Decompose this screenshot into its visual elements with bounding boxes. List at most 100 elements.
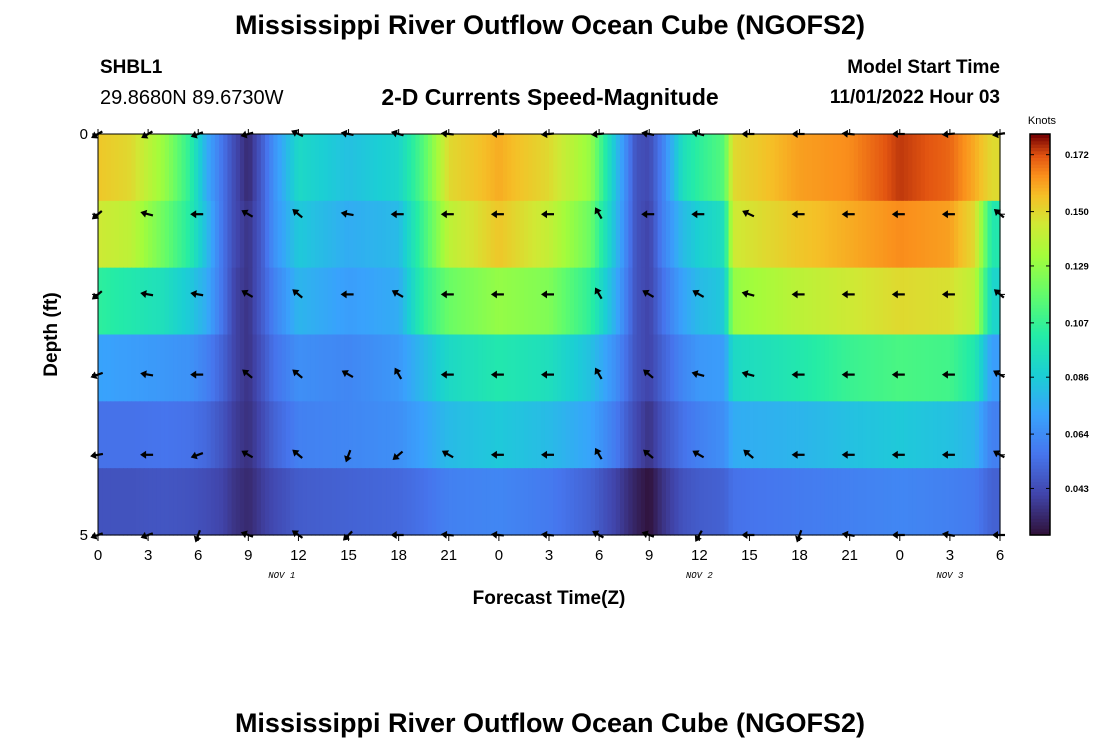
heatmap-cell — [937, 468, 943, 536]
heatmap-cell — [544, 267, 550, 336]
colorbar-segment — [1030, 418, 1050, 422]
current-vector-arrow — [140, 209, 154, 218]
colorbar-segment — [1030, 424, 1050, 429]
heatmap-cell — [294, 468, 300, 536]
heatmap-cell — [749, 200, 755, 269]
heatmap-cell — [168, 334, 174, 402]
heatmap-cell — [515, 401, 521, 469]
heatmap-cell — [98, 200, 103, 269]
heatmap-cell — [695, 468, 700, 536]
heatmap-cell — [486, 334, 492, 402]
heatmap-cell — [427, 334, 433, 402]
heatmap-cell — [703, 200, 709, 269]
heatmap-cell — [582, 468, 588, 536]
heatmap-cell — [807, 200, 813, 269]
heatmap-cell — [770, 401, 776, 469]
heatmap-cell — [945, 200, 951, 269]
heatmap-cell — [415, 134, 421, 202]
x-tick-label: 6 — [996, 547, 1004, 564]
heatmap-cell — [252, 134, 258, 202]
heatmap-cell — [958, 134, 964, 202]
heatmap-cell — [799, 267, 805, 336]
heatmap-cell — [469, 200, 475, 269]
heatmap-cell — [716, 200, 721, 269]
heatmap-cell — [102, 401, 107, 469]
heatmap-cell — [799, 200, 805, 269]
heatmap-cell — [887, 200, 893, 269]
colorbar-segment — [1030, 150, 1050, 155]
heatmap-cell — [920, 401, 926, 469]
heatmap-cell — [920, 334, 926, 402]
heatmap-cell — [628, 468, 634, 536]
heatmap-cell — [974, 401, 980, 469]
heatmap-cell — [983, 468, 989, 536]
heatmap-cell — [381, 134, 387, 202]
colorbar-unit-label: Knots — [1028, 115, 1057, 127]
x-tick-label: 3 — [144, 547, 152, 564]
heatmap-cell — [331, 134, 337, 202]
colorbar-segment — [1030, 307, 1050, 312]
heatmap-cell — [970, 468, 976, 536]
heatmap-cell — [511, 401, 517, 469]
heatmap-cell — [152, 468, 158, 536]
heatmap-cell — [336, 401, 341, 469]
heatmap-cell — [770, 334, 776, 402]
heatmap-cell — [661, 468, 667, 536]
heatmap-cell — [757, 334, 763, 402]
heatmap-cell — [699, 200, 705, 269]
heatmap-cell — [515, 134, 521, 202]
heatmap-cell — [386, 200, 391, 269]
colorbar-segment — [1030, 224, 1050, 229]
heatmap-cell — [265, 267, 270, 336]
heatmap-cell — [185, 267, 191, 336]
heatmap-cell — [569, 401, 575, 469]
current-vector-arrow — [242, 369, 253, 379]
heatmap-cell — [807, 334, 813, 402]
heatmap-cell — [916, 134, 922, 202]
heatmap-cell — [849, 334, 855, 402]
heatmap-cell — [206, 401, 212, 469]
colorbar-segment — [1030, 291, 1050, 295]
heatmap-cell — [791, 134, 796, 202]
heatmap-cell — [469, 468, 475, 536]
heatmap-cell — [820, 267, 826, 336]
colorbar-tick-label: 0.107 — [1065, 318, 1089, 329]
current-vector-arrow — [891, 450, 905, 459]
heatmap-cell — [791, 334, 796, 402]
heatmap-cell — [194, 401, 199, 469]
heatmap-cell — [549, 200, 554, 269]
heatmap-cell — [803, 200, 809, 269]
heatmap-cell — [164, 267, 170, 336]
heatmap-cell — [185, 468, 191, 536]
heatmap-cell — [891, 200, 897, 269]
current-vector-arrow — [643, 449, 654, 459]
heatmap-cell — [423, 334, 429, 402]
heatmap-cell — [123, 134, 128, 202]
heatmap-cell — [590, 334, 596, 402]
heatmap-cell — [866, 200, 872, 269]
heatmap-cell — [281, 334, 287, 402]
heatmap-cell — [185, 200, 191, 269]
heatmap-cell — [636, 468, 642, 536]
heatmap-cell — [281, 267, 287, 336]
heatmap-cell — [515, 468, 521, 536]
heatmap-cell — [820, 401, 826, 469]
heatmap-cell — [933, 134, 938, 202]
heatmap-cell — [849, 401, 855, 469]
heatmap-cell — [828, 200, 834, 269]
heatmap-cell — [958, 200, 964, 269]
heatmap-cell — [315, 200, 320, 269]
heatmap-cell — [432, 267, 437, 336]
heatmap-cell — [239, 267, 245, 336]
heatmap-cell — [803, 134, 809, 202]
heatmap-cell — [486, 401, 492, 469]
heatmap-cell — [682, 401, 688, 469]
heatmap-cell — [841, 200, 847, 269]
heatmap-cell — [853, 267, 859, 336]
heatmap-cell — [319, 401, 325, 469]
heatmap-cell — [131, 468, 137, 536]
heatmap-cell — [177, 334, 183, 402]
heatmap-cell — [281, 134, 287, 202]
heatmap-cell — [498, 401, 504, 469]
colorbar-tick-label: 0.086 — [1065, 373, 1089, 384]
